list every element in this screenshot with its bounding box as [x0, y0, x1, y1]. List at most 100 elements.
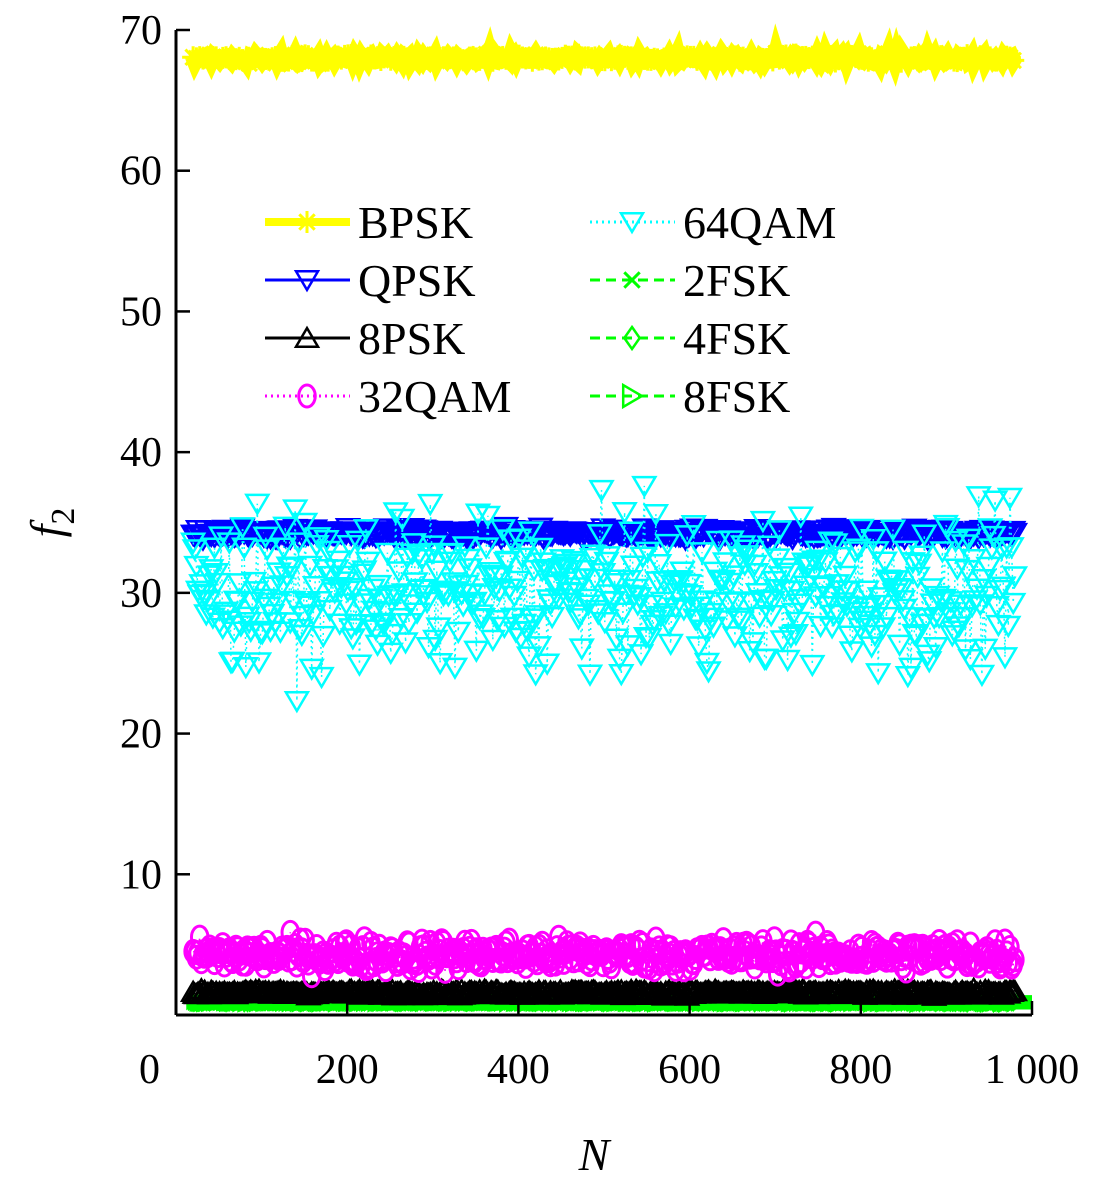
- data-point: [609, 602, 637, 625]
- data-point: [374, 542, 401, 566]
- data-point: [845, 538, 872, 561]
- data-point: [739, 632, 767, 655]
- data-point: [229, 517, 256, 540]
- legend-marker: [296, 211, 318, 233]
- data-point: [400, 533, 427, 556]
- data-point: [721, 626, 749, 649]
- data-point: [234, 606, 261, 630]
- data-point: [688, 542, 716, 565]
- legend-label: 8FSK: [683, 371, 790, 422]
- data-point: [316, 599, 343, 623]
- data-point: [762, 578, 790, 602]
- data-point: [283, 690, 311, 714]
- data-point: [346, 654, 373, 677]
- data-point: [515, 646, 543, 669]
- data-point: [902, 625, 930, 649]
- data-point: [861, 624, 889, 648]
- data-point: [911, 524, 938, 547]
- data-point: [907, 545, 935, 568]
- data-point: [524, 605, 551, 628]
- data-point: [957, 648, 984, 672]
- data-point: [538, 606, 566, 630]
- x-axis-title: N: [578, 1129, 612, 1180]
- data-point: [303, 534, 330, 558]
- data-point: [478, 562, 505, 585]
- data-point: [591, 612, 619, 635]
- x-tick-label: 400: [487, 1047, 550, 1093]
- y-axis-title-subscript: 2: [45, 508, 82, 525]
- data-point: [865, 663, 892, 686]
- legend-entry-8psk: 8PSK: [265, 313, 465, 364]
- data-point: [818, 617, 846, 640]
- data-point: [310, 625, 337, 649]
- data-point: [972, 638, 999, 662]
- data-point: [996, 487, 1024, 511]
- data-point: [313, 530, 340, 553]
- data-point: [487, 565, 515, 588]
- data-point: [323, 559, 350, 582]
- data-point: [499, 607, 526, 631]
- data-point: [799, 654, 826, 678]
- data-point: [403, 602, 431, 625]
- data-point: [387, 608, 414, 631]
- data-point: [260, 576, 287, 599]
- data-point: [937, 591, 964, 614]
- data-point: [657, 633, 684, 657]
- data-point: [522, 664, 549, 687]
- data-point: [395, 612, 423, 636]
- data-point: [948, 606, 976, 630]
- data-point: [841, 541, 869, 564]
- data-point: [753, 648, 780, 672]
- series-line-64qam: [192, 485, 1016, 702]
- data-point: [942, 530, 969, 554]
- data-point: [945, 616, 973, 639]
- data-point: [835, 580, 862, 603]
- data-point: [626, 586, 653, 610]
- legend-entry-2fsk: 2FSK: [590, 255, 790, 306]
- data-point: [950, 534, 978, 557]
- legend-label: 4FSK: [683, 313, 790, 364]
- data-point: [608, 664, 635, 687]
- x-tick-label: 1 000: [985, 1047, 1080, 1093]
- data-point: [509, 547, 536, 571]
- data-point: [573, 588, 600, 612]
- data-point: [561, 553, 589, 577]
- data-point: [711, 552, 739, 575]
- legend-marker: [621, 382, 645, 410]
- data-point: [725, 607, 752, 631]
- legend-marker: [293, 325, 321, 349]
- series-8psk: [179, 976, 1029, 1006]
- data-point: [667, 570, 694, 593]
- data-point: [533, 653, 561, 676]
- data-point: [782, 624, 810, 647]
- data-point: [955, 528, 982, 552]
- data-point: [680, 515, 707, 538]
- data-point: [412, 578, 439, 602]
- data-point: [654, 533, 681, 557]
- data-point: [333, 593, 360, 616]
- data-point: [473, 537, 500, 560]
- data-point: [837, 625, 864, 648]
- legend-entry-bpsk: BPSK: [265, 197, 473, 248]
- data-point: [1000, 592, 1027, 616]
- legend-entry-qpsk: QPSK: [265, 255, 476, 306]
- data-point: [278, 557, 306, 580]
- data-point: [301, 576, 329, 599]
- data-point: [922, 636, 950, 660]
- data-point: [705, 530, 732, 554]
- data-point: [998, 537, 1025, 560]
- data-point: [838, 641, 866, 664]
- data-point: [270, 537, 297, 560]
- data-point: [326, 613, 353, 636]
- data-point: [627, 644, 655, 667]
- data-point: [962, 590, 989, 613]
- data-point: [445, 621, 472, 645]
- data-point: [474, 505, 502, 529]
- data-point: [364, 634, 391, 658]
- data-point: [494, 550, 521, 574]
- data-point: [557, 592, 584, 615]
- data-point: [672, 583, 699, 606]
- legend-entry-32qam: 32QAM: [265, 371, 511, 422]
- x-tick-label: 600: [658, 1047, 721, 1093]
- legend-label: BPSK: [358, 197, 473, 248]
